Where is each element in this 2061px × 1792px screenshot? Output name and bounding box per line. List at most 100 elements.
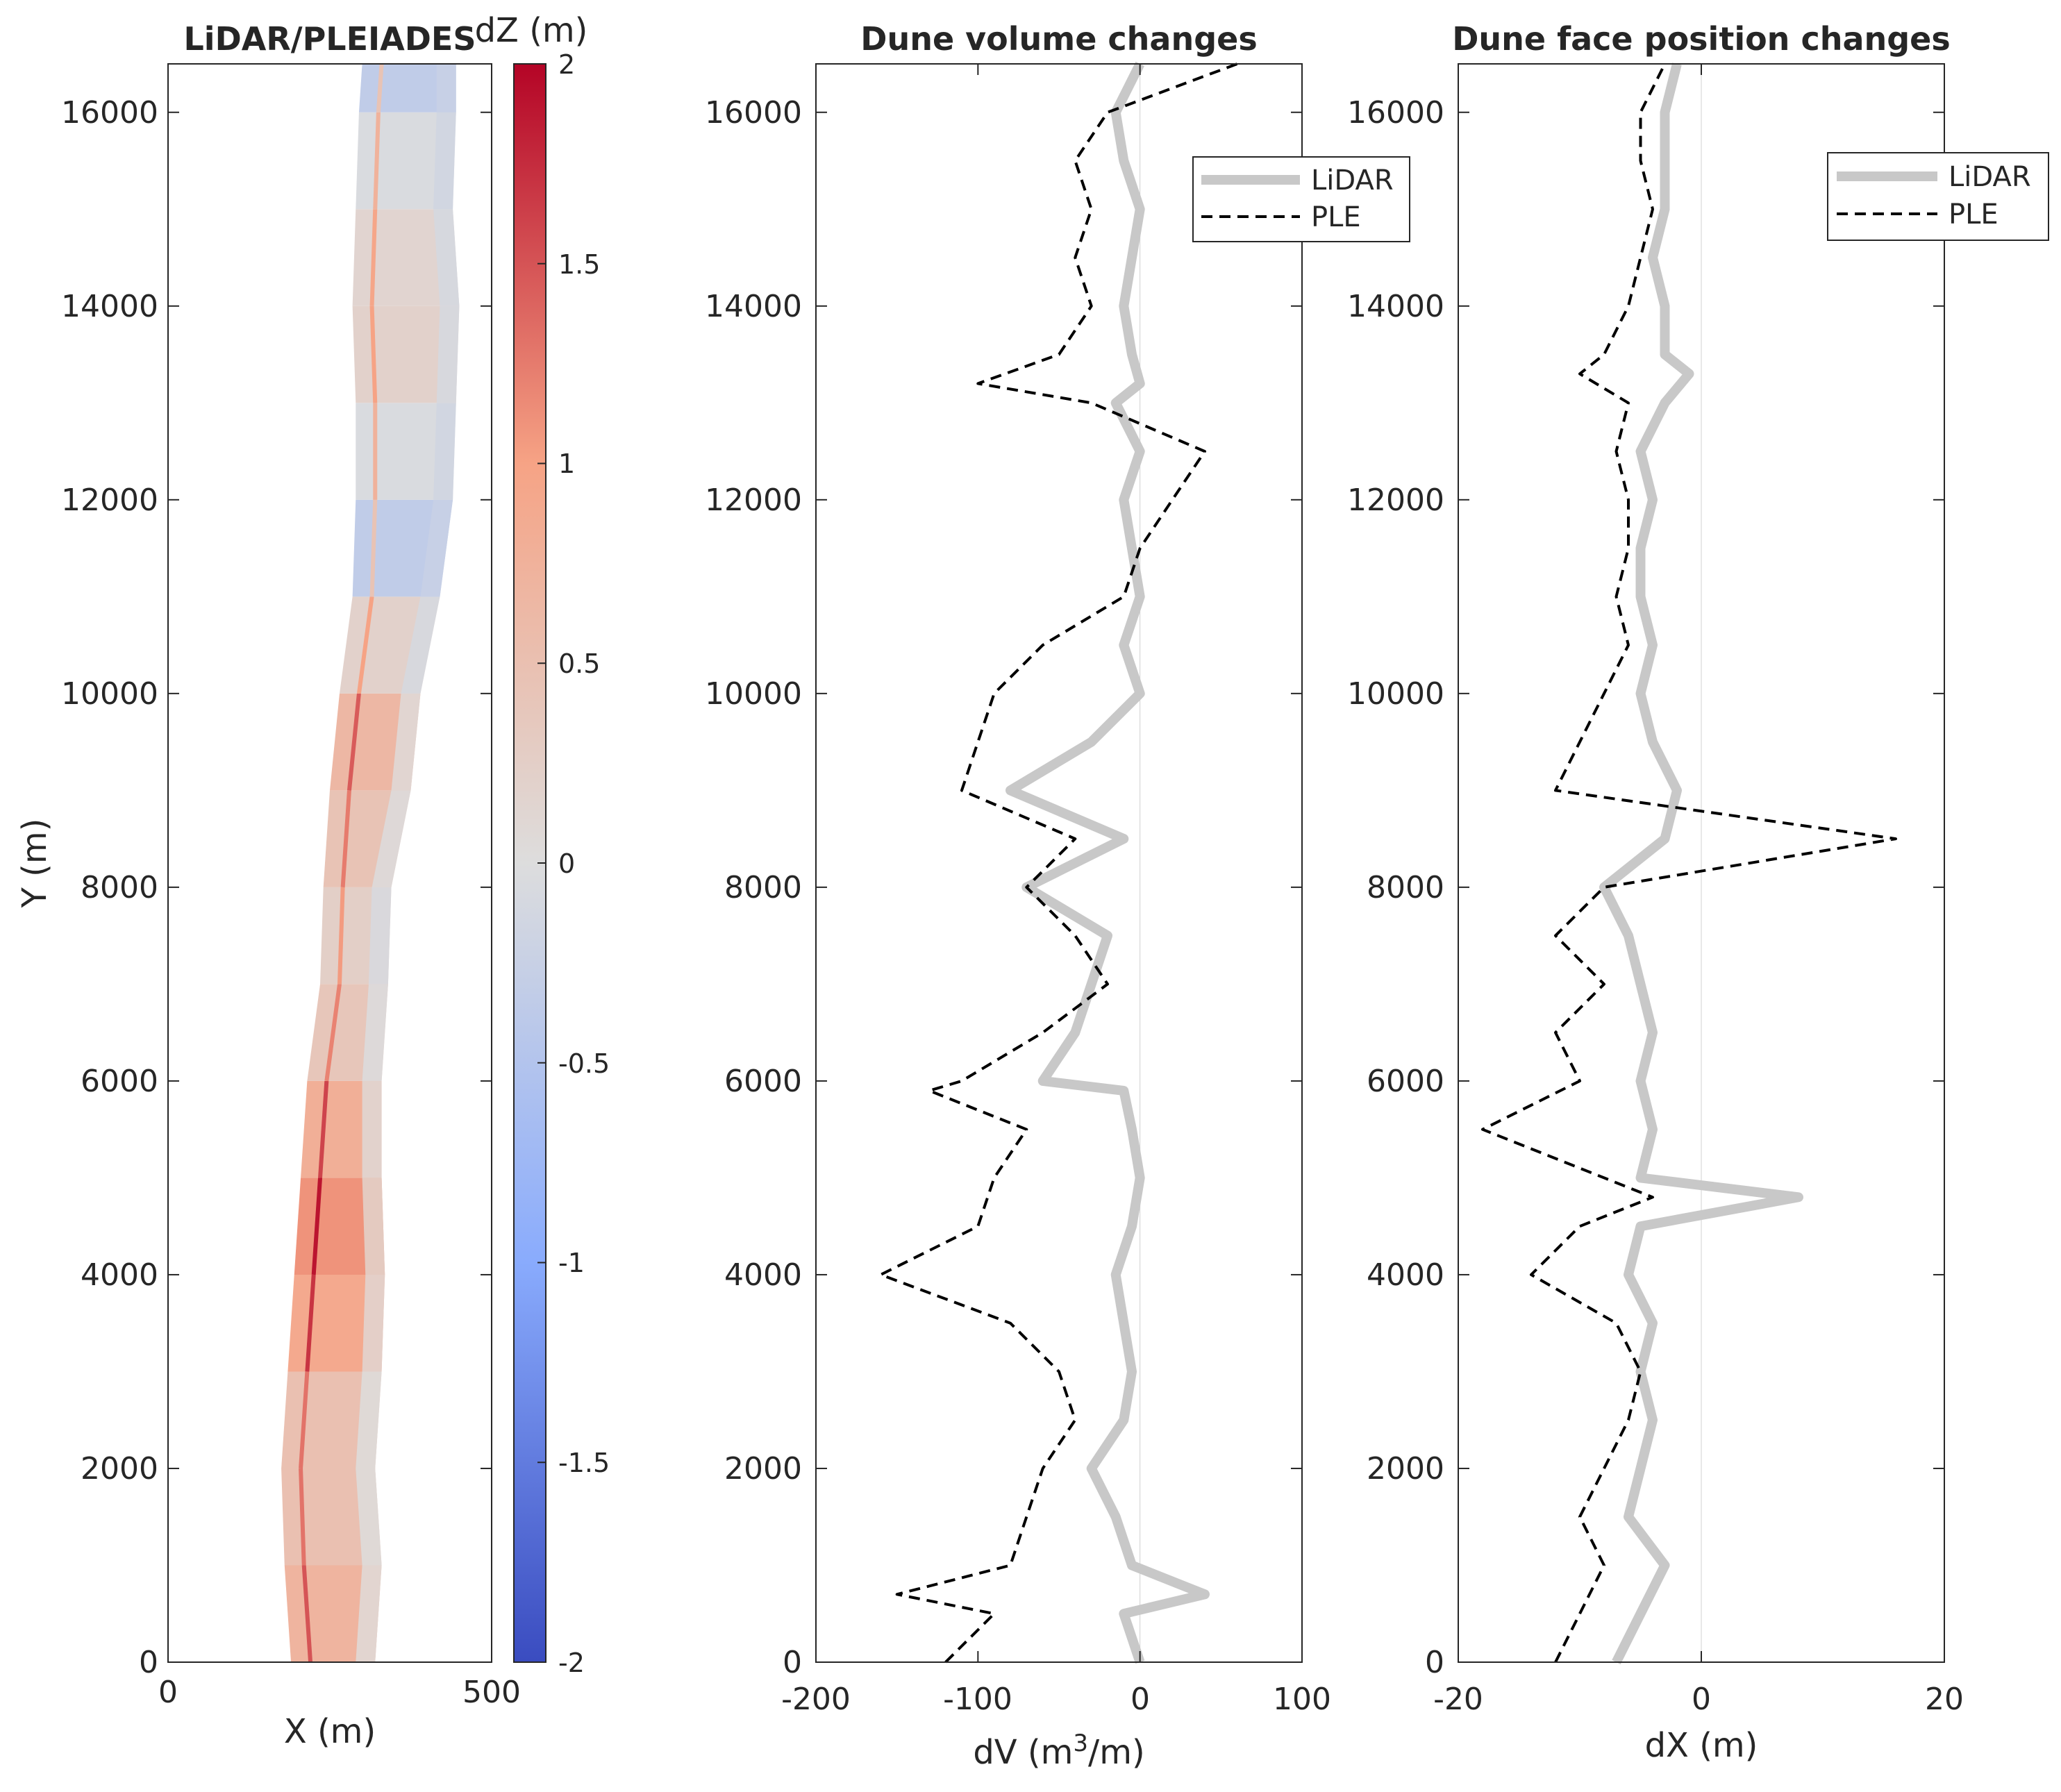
dz-crest-line [299, 1468, 306, 1566]
dz-strip [281, 63, 460, 1663]
dz-crest-line [337, 887, 345, 985]
dz-strip-fringe [391, 693, 421, 791]
dz-crest-line [299, 1371, 310, 1469]
dx-title: Dune face position changes [1452, 20, 1951, 58]
map-y-tick-label: 14000 [61, 289, 158, 324]
dz-strip-fringe [401, 596, 440, 694]
dx-x-tick-label: 0 [1692, 1682, 1711, 1717]
dx-series-ple [1481, 63, 1897, 1663]
colorbar-tick-label: 1.5 [558, 249, 600, 280]
map-y-tick-label: 0 [139, 1645, 158, 1680]
colorbar-tick-label: -0.5 [558, 1048, 610, 1079]
dz-crest-line [301, 1565, 313, 1663]
dz-crest-line [347, 693, 361, 791]
dz-strip-fringe [362, 1178, 385, 1275]
dv-plot-area [816, 64, 1302, 1662]
dv-legend-ple-label: PLE [1311, 201, 1361, 233]
dx-y-tick-label: 12000 [1347, 483, 1444, 518]
dz-strip-fringe [362, 1274, 385, 1372]
dz-strip-segment [356, 112, 456, 210]
dv-y-tick-label: 6000 [724, 1064, 802, 1099]
map-y-tick-label: 16000 [61, 95, 158, 131]
map-panel: LiDAR/PLEIADES X (m) Y (m) 0 500 0 2000 … [15, 20, 521, 1751]
dz-strip-segment [356, 403, 456, 500]
map-y-tick-label: 6000 [81, 1064, 158, 1099]
dv-y-tick-label: 14000 [705, 289, 802, 324]
dv-y-tick-label: 10000 [705, 676, 802, 712]
dz-crest-line [376, 63, 384, 112]
dx-y-tick-label: 2000 [1367, 1451, 1444, 1487]
colorbar-tick-label: 1 [558, 449, 575, 479]
dz-crest-line [356, 596, 374, 694]
dx-x-tick-label: -20 [1433, 1682, 1483, 1717]
dv-x-tick-label: -200 [781, 1682, 851, 1717]
dv-legend: LiDAR PLE [1192, 156, 1410, 242]
dx-y-tick-label: 16000 [1347, 95, 1444, 131]
dv-y-tick-label: 16000 [705, 95, 802, 131]
map-x-tick-label: 500 [462, 1675, 521, 1710]
dv-legend-box [1192, 156, 1410, 242]
dz-strip-fringe [433, 209, 460, 306]
dz-strip-fringe [356, 1468, 382, 1566]
map-y-tick-label: 4000 [81, 1257, 158, 1293]
dz-strip-fringe [372, 790, 411, 887]
dv-ticks [815, 64, 1303, 1663]
dx-series-group [1481, 62, 1897, 1665]
dx-legend-box [1827, 152, 2049, 241]
map-ticks [167, 64, 492, 1663]
dz-strip-fringe [436, 305, 460, 403]
dv-title: Dune volume changes [860, 20, 1257, 58]
dz-crest-line [324, 983, 342, 1082]
dz-crest-line [369, 499, 378, 597]
dv-legend-lidar-label: LiDAR [1311, 165, 1394, 196]
dz-crest-line [340, 790, 351, 888]
dx-y-tick-label: 14000 [1347, 289, 1444, 324]
map-y-axis-label: Y (m) [15, 819, 54, 909]
dz-crest-line [369, 209, 378, 306]
dv-series-group [879, 61, 1238, 1664]
dz-strip-fringe [433, 403, 456, 500]
dv-x-tick-label: 100 [1273, 1682, 1331, 1717]
dz-strip-segment [281, 1468, 382, 1566]
dv-axes-box [815, 63, 1303, 1663]
dx-x-tick-label: 20 [1925, 1682, 1964, 1717]
colorbar-tick-label: -2 [558, 1648, 585, 1678]
map-x-tick-label: 0 [158, 1675, 178, 1710]
colorbar-tick-label: -1.5 [558, 1448, 610, 1478]
dv-x-tick-label: -100 [943, 1682, 1012, 1717]
dv-y-tick-label: 2000 [724, 1451, 802, 1487]
dz-strip-fringe [356, 1371, 382, 1468]
map-y-tick-label: 2000 [81, 1451, 158, 1487]
dz-strip-fringe [368, 887, 392, 985]
dz-strip-fringe [362, 1080, 382, 1178]
dx-legend-lidar-label: LiDAR [1949, 161, 2031, 193]
dx-y-tick-label: 8000 [1367, 870, 1444, 905]
dx-y-tick-label: 0 [1425, 1645, 1444, 1680]
colorbar-tick-label: 2 [558, 49, 575, 80]
dz-strip-segment [352, 209, 460, 306]
volume-panel: Dune volume changes dV (m3/m) -200 -100 … [705, 20, 1410, 1772]
dz-crest-line [311, 1178, 323, 1275]
position-panel: Dune face position changes dX (m) -20 0 … [1347, 20, 2049, 1765]
colorbar-ticks [537, 63, 546, 1663]
dx-y-tick-label: 4000 [1367, 1257, 1444, 1293]
dx-y-tick-label: 10000 [1347, 676, 1444, 712]
map-y-tick-label: 10000 [61, 676, 158, 712]
map-axes-box [167, 63, 492, 1663]
dx-y-tick-label: 6000 [1367, 1064, 1444, 1099]
colorbar-label: dZ (m) [475, 11, 588, 50]
map-y-tick-label: 12000 [61, 483, 158, 518]
colorbar: dZ (m) 2 1.5 1 0.5 0 -0.5 -1 -1.5 -2 [475, 11, 610, 1678]
dv-series-ple [879, 62, 1238, 1664]
dz-strip-fringe [362, 984, 388, 1081]
colorbar-tick-label: -1 [558, 1248, 585, 1278]
dz-strip-segment [358, 64, 456, 112]
dz-crest-line [318, 1080, 329, 1178]
dv-y-tick-label: 8000 [724, 870, 802, 905]
colorbar-tick-label: 0 [558, 848, 575, 879]
dz-strip-fringe [433, 112, 456, 210]
dz-strip-fringe [420, 499, 453, 597]
dx-legend: LiDAR PLE [1827, 152, 2049, 241]
dv-x-axis-label: dV (m3/m) [973, 1730, 1144, 1772]
